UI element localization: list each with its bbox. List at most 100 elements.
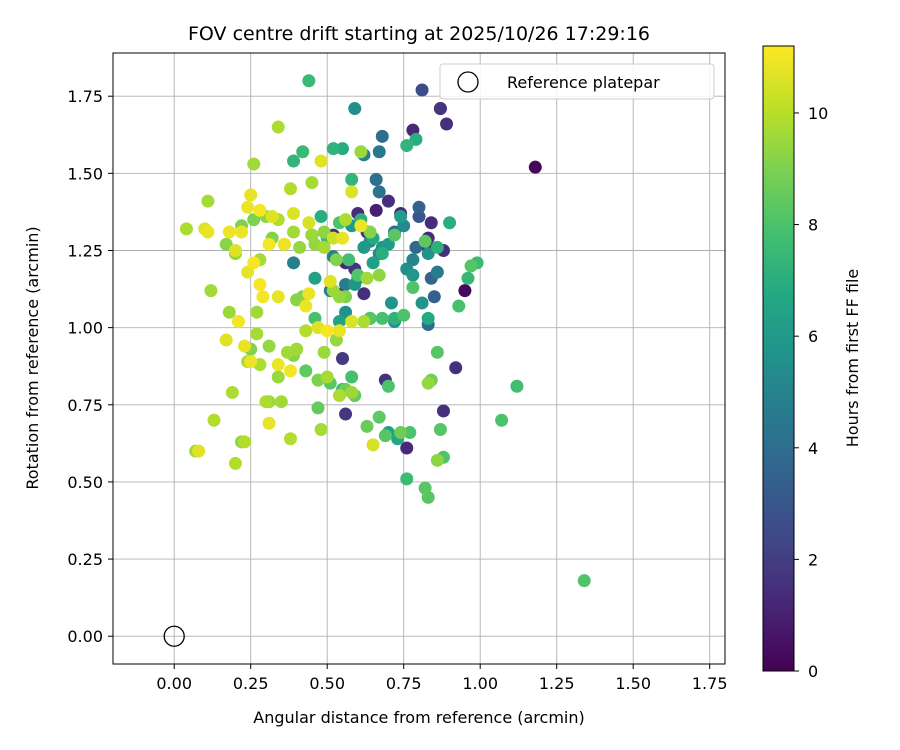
scatter-point — [336, 352, 349, 365]
x-tick-label: 1.75 — [692, 674, 728, 693]
scatter-point — [458, 284, 472, 298]
scatter-point — [296, 145, 310, 159]
scatter-point — [314, 422, 328, 436]
x-tick-label: 0.00 — [156, 674, 192, 693]
scatter-point — [302, 216, 316, 230]
scatter-point — [375, 247, 389, 261]
scatter-point — [372, 145, 386, 159]
scatter-point — [400, 472, 414, 486]
scatter-point — [339, 407, 353, 421]
scatter-point — [235, 225, 249, 239]
scatter-point — [397, 308, 411, 322]
scatter-point — [247, 213, 261, 227]
scatter-point — [381, 237, 395, 251]
x-tick-label: 0.50 — [309, 674, 345, 693]
scatter-point — [495, 413, 509, 427]
scatter-point — [433, 102, 447, 116]
scatter-point — [510, 379, 524, 393]
x-axis-ticks: 0.00 0.25 0.50 0.75 1.00 1.25 1.50 1.75 — [156, 664, 728, 693]
scatter-point — [222, 225, 236, 239]
scatter-point — [238, 435, 252, 449]
legend-entry: Reference platepar — [507, 73, 660, 92]
legend-marker-icon — [457, 71, 479, 93]
scatter-point — [287, 256, 301, 270]
y-axis-ticks: 0.00 0.25 0.50 0.75 1.00 1.25 1.50 1.75 — [67, 87, 113, 646]
scatter-point — [228, 243, 242, 257]
scatter-point — [345, 173, 359, 187]
scatter-point — [201, 194, 215, 208]
scatter-point — [421, 376, 435, 390]
scatter-point — [287, 206, 301, 220]
scatter-point — [290, 342, 304, 356]
scatter-point — [381, 379, 395, 393]
scatter-point — [354, 145, 368, 159]
scatter-point — [323, 274, 337, 288]
scatter-point — [436, 404, 450, 418]
scatter-point — [250, 327, 264, 341]
scatter-point — [244, 188, 258, 202]
scatter-point — [424, 216, 438, 230]
scatter-point — [271, 290, 285, 304]
colorbar: 0 2 4 6 8 10 Hours from first FF file — [762, 45, 862, 681]
scatter-point — [406, 253, 420, 267]
y-axis-label: Rotation from reference (arcmin) — [23, 226, 42, 489]
y-tick-label: 0.50 — [67, 473, 103, 492]
scatter-point — [225, 385, 239, 399]
scatter-point — [421, 311, 435, 325]
x-tick-label: 1.00 — [462, 674, 498, 693]
scatter-point — [326, 142, 340, 156]
scatter-point — [314, 154, 328, 168]
scatter-point — [406, 281, 420, 295]
scatter-point — [430, 265, 444, 279]
scatter-point — [464, 259, 478, 273]
scatter-point — [363, 225, 377, 239]
scatter-point — [250, 305, 264, 319]
scatter-point — [348, 102, 362, 116]
scatter-point — [320, 370, 334, 384]
scatter-point — [247, 157, 261, 171]
scatter-point — [372, 410, 386, 424]
scatter-point — [357, 314, 371, 328]
scatter-point — [400, 441, 414, 455]
scatter-point — [253, 277, 267, 291]
scatter-point — [400, 139, 414, 153]
scatter-point — [366, 256, 380, 270]
scatter-point — [427, 290, 441, 304]
scatter-point — [207, 413, 221, 427]
scatter-point — [262, 416, 276, 430]
scatter-point — [329, 253, 343, 267]
scatter-point — [287, 225, 301, 239]
scatter-point — [222, 305, 236, 319]
scatter-point — [253, 203, 267, 217]
y-tick-label: 0.25 — [67, 550, 103, 569]
scatter-point — [345, 185, 359, 199]
scatter-point — [241, 265, 255, 279]
scatter-point — [433, 422, 447, 436]
scatter-point — [394, 426, 408, 440]
scatter-point — [271, 120, 285, 134]
scatter-point — [360, 271, 374, 285]
scatter-point — [461, 271, 475, 285]
scatter-point — [332, 314, 346, 328]
chart-title: FOV centre drift starting at 2025/10/26 … — [188, 23, 650, 45]
scatter-point — [262, 237, 276, 251]
scatter-point — [384, 296, 398, 310]
scatter-point — [317, 225, 331, 239]
scatter-point — [369, 203, 383, 217]
scatter-point — [528, 160, 542, 174]
colorbar-ticks: 0 2 4 6 8 10 — [794, 104, 828, 681]
scatter-point — [345, 314, 359, 328]
scatter-point — [231, 314, 245, 328]
scatter-point — [354, 219, 368, 233]
scatter-point — [332, 324, 346, 338]
scatter-point — [308, 271, 322, 285]
scatter-point — [375, 129, 389, 143]
y-tick-label: 1.00 — [67, 319, 103, 338]
x-tick-label: 1.50 — [615, 674, 651, 693]
scatter-point — [219, 237, 233, 251]
scatter-point — [443, 216, 457, 230]
scatter-point — [412, 200, 426, 214]
scatter-point — [287, 154, 301, 168]
scatter-point — [299, 324, 313, 338]
